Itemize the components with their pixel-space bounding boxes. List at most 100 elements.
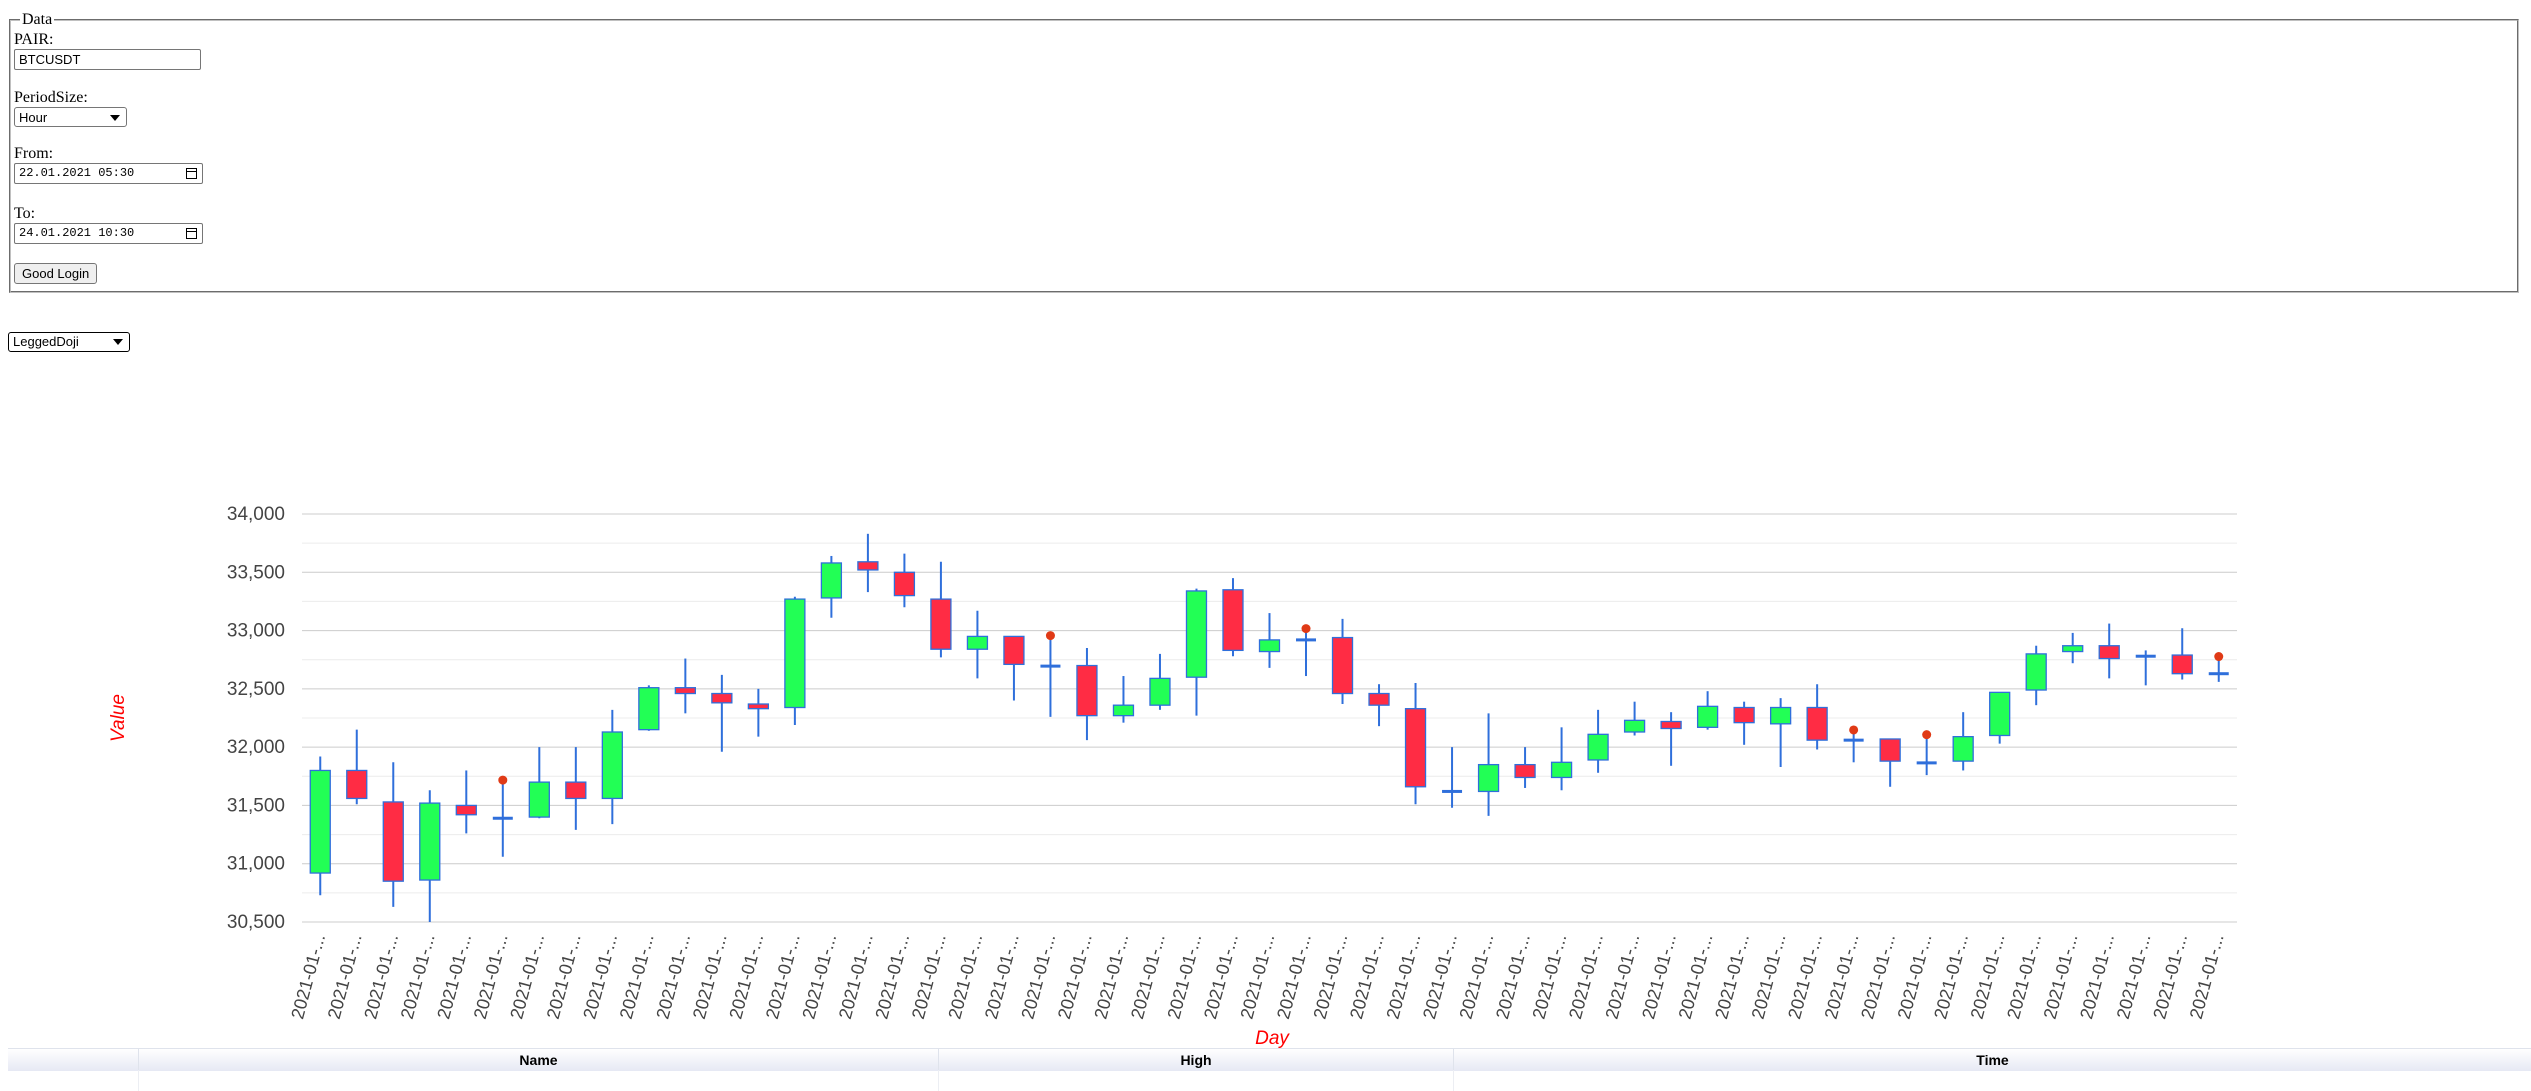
good-login-button[interactable]: Good Login [14, 263, 98, 284]
column-header-time[interactable]: Time [1453, 1049, 2531, 1071]
calendar-icon[interactable] [186, 228, 197, 239]
column-header-high[interactable]: High [938, 1049, 1453, 1071]
candle-body [1550, 761, 1573, 779]
candle [455, 770, 477, 834]
candle [1769, 698, 1792, 767]
chevron-down-icon [110, 115, 120, 121]
doji-marker [1045, 631, 1055, 641]
candle-body [1989, 691, 2011, 737]
grid-cell-divider [1453, 1070, 1454, 1091]
x-tick-label: 2021-01-... [944, 932, 986, 1021]
candle [638, 685, 660, 731]
period-size-select[interactable]: Hour [14, 107, 127, 127]
y-tick-label: 31,000 [227, 854, 285, 875]
candle [1843, 725, 1864, 763]
x-tick-label: 2021-01-... [1383, 932, 1425, 1021]
candle [1989, 691, 2011, 744]
candle [2208, 652, 2229, 682]
candle [419, 790, 441, 922]
x-tick-label: 2021-01-... [287, 932, 329, 1021]
candle-body [565, 781, 587, 800]
candle-body [2062, 645, 2084, 653]
candle-body [382, 801, 404, 882]
candle [382, 762, 404, 907]
doji-marker [1849, 725, 1859, 735]
candle [565, 747, 587, 830]
candle-body [674, 687, 696, 695]
candle-body [1149, 677, 1171, 706]
candle-body [711, 692, 733, 704]
pair-input[interactable]: BTCUSDT [14, 49, 201, 70]
x-tick-label: 2021-01-... [1090, 932, 1132, 1021]
x-tick-label: 2021-01-... [579, 932, 621, 1021]
x-tick-label: 2021-01-... [725, 932, 767, 1021]
x-tick-label: 2021-01-... [1054, 932, 1096, 1021]
x-tick-label: 2021-01-... [1163, 932, 1205, 1021]
x-tick-label: 2021-01-... [1821, 932, 1863, 1021]
candle-body [1076, 664, 1098, 717]
x-tick-label: 2021-01-... [2040, 932, 2082, 1021]
candle [966, 610, 989, 679]
x-tick-label: 2021-01-... [1273, 932, 1315, 1021]
x-tick-label: 2021-01-... [506, 932, 548, 1021]
candle-body [1623, 719, 1646, 733]
candle [820, 555, 843, 618]
x-tick-label: 2021-01-... [324, 932, 366, 1021]
candle [674, 658, 696, 714]
candle-body [2208, 672, 2229, 676]
to-label: To: [14, 205, 36, 222]
candle [528, 747, 550, 819]
candle-body [1916, 761, 1937, 765]
candle [1040, 631, 1061, 717]
x-tick-label: 2021-01-... [981, 932, 1023, 1021]
x-tick-label: 2021-01-... [798, 932, 840, 1021]
doji-marker [1301, 624, 1311, 634]
candle-body [1514, 763, 1536, 779]
x-tick-label: 2021-01-... [1857, 932, 1899, 1021]
candle [1003, 635, 1025, 701]
period-size-label: PeriodSize: [14, 89, 88, 106]
candle-body [1879, 738, 1901, 762]
x-tick-label: 2021-01-... [360, 932, 402, 1021]
candle [1258, 613, 1281, 668]
x-tick-label: 2021-01-... [1419, 932, 1461, 1021]
y-tick-label: 34,000 [227, 504, 285, 525]
x-tick-label: 2021-01-... [1602, 932, 1644, 1021]
candle [1879, 738, 1901, 787]
pattern-select[interactable]: LeggedDoji [8, 332, 130, 352]
column-header-name[interactable]: Name [138, 1049, 938, 1071]
y-tick-label: 30,500 [227, 912, 285, 933]
candle-body [2098, 645, 2120, 660]
candle [601, 709, 623, 825]
candle [1514, 747, 1536, 788]
grid-cell-divider [938, 1070, 939, 1091]
candle [1477, 713, 1500, 816]
candle-body [1769, 706, 1792, 725]
candle [1331, 618, 1354, 705]
candle-body [820, 562, 843, 599]
x-tick-label: 2021-01-... [1492, 932, 1534, 1021]
x-tick-label: 2021-01-... [2003, 932, 2045, 1021]
from-datetime-input[interactable]: 22.01.2021 05:30 [14, 163, 203, 184]
candle [309, 756, 331, 896]
x-tick-label: 2021-01-... [2076, 932, 2118, 1021]
x-tick-label: 2021-01-... [470, 932, 512, 1021]
x-tick-label: 2021-01-... [1711, 932, 1753, 1021]
to-datetime-input[interactable]: 24.01.2021 10:30 [14, 223, 203, 244]
candle-body [1185, 590, 1208, 678]
candle [1404, 683, 1427, 805]
x-tick-label: 2021-01-... [397, 932, 439, 1021]
x-tick-label: 2021-01-... [616, 932, 658, 1021]
candle [2171, 628, 2193, 680]
x-tick-label: 2021-01-... [1967, 932, 2009, 1021]
data-fieldset: Data [9, 11, 2519, 293]
candle-body [1696, 705, 1719, 728]
x-tick-label: 2021-01-... [543, 932, 585, 1021]
candle-body [455, 804, 477, 816]
candle [492, 775, 513, 857]
calendar-icon[interactable] [186, 168, 197, 179]
candle [1952, 712, 1974, 771]
candle-body [784, 598, 806, 709]
x-tick-label: 2021-01-... [1894, 932, 1936, 1021]
candle [1587, 709, 1609, 773]
